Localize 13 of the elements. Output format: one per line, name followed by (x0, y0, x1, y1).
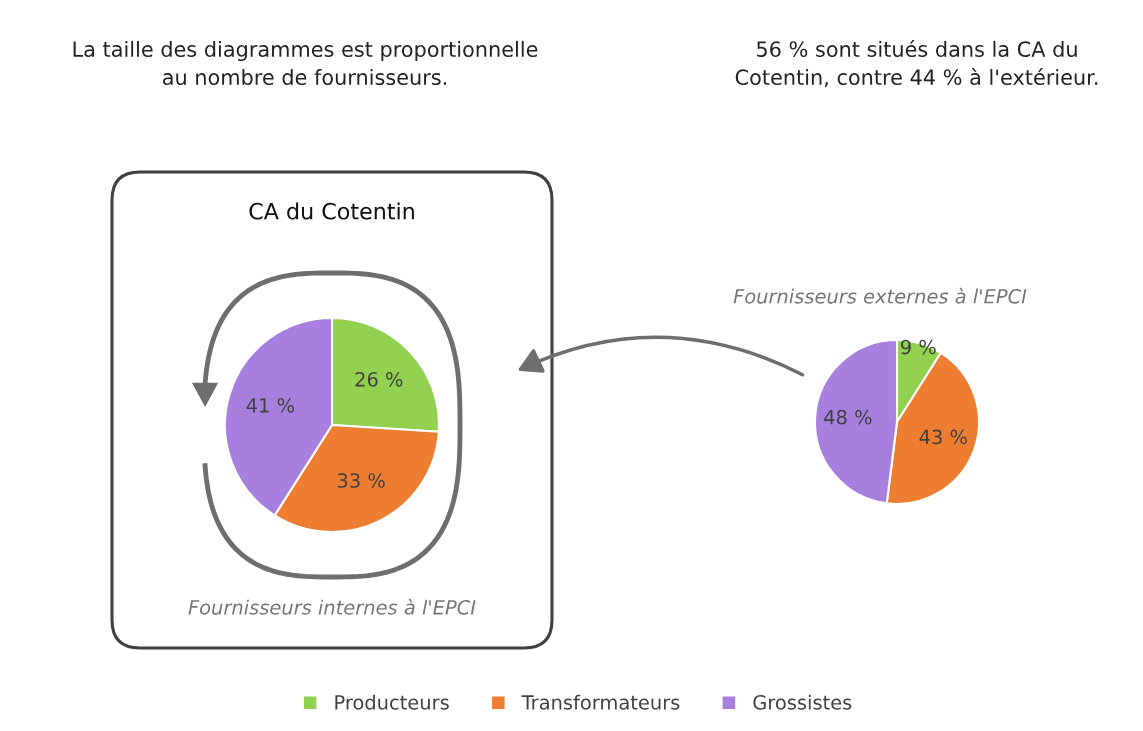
legend-label: Grossistes (753, 694, 852, 710)
text: Fournisseurs internes à l'EPCI (188, 598, 476, 615)
chart-title: Fournisseurs externes à l'EPCI (733, 287, 1027, 304)
legend-label: Producteurs (335, 694, 449, 710)
data-label: 26 % (355, 371, 403, 387)
data-label: 43 % (919, 429, 967, 445)
legend-label: Transformateurs (521, 694, 680, 710)
data-label: 48 % (824, 409, 872, 425)
data-label: 33 % (337, 473, 385, 488)
data-label: 41 % (246, 398, 294, 413)
chart-title: CA du Cotentin (249, 202, 414, 220)
text: La taille des diagrammes est proportionnelle au nombre de fournisseurs. (73, 40, 538, 86)
text: 56 % sont situés dans la CA du Cotentin, contre 44 % à l'extérieur. (735, 40, 1098, 88)
